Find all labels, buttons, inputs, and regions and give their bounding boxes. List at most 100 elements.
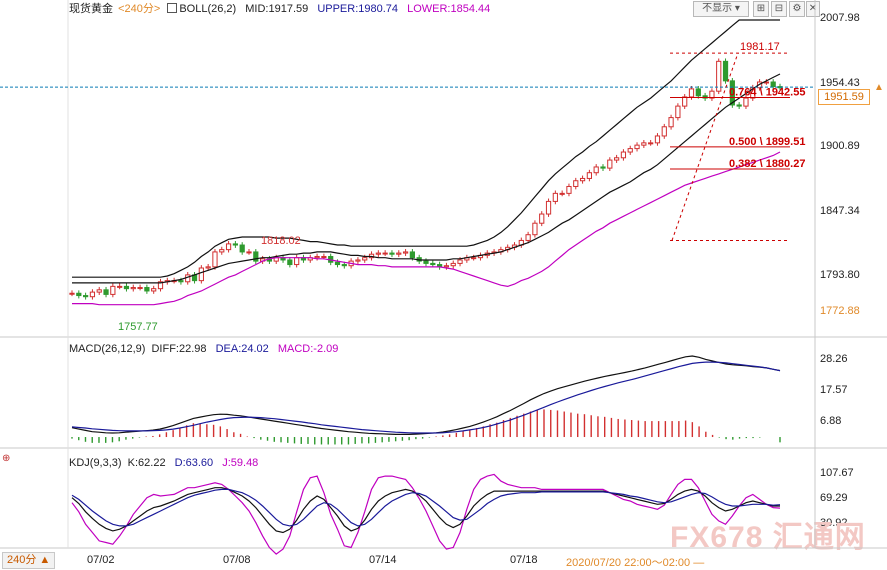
- macd-panel: [71, 355, 781, 445]
- candle-body: [76, 292, 82, 297]
- macd-axis-tick: 6.88: [820, 415, 842, 427]
- kdj-j-line: [71, 473, 781, 555]
- candle-body: [614, 157, 620, 161]
- grid-icon[interactable]: ⊞: [753, 1, 769, 17]
- candle-body: [83, 295, 89, 298]
- candle-body: [457, 259, 463, 264]
- fib-level-label: 0.764 \ 1942.55: [729, 86, 805, 98]
- candle-body: [198, 267, 204, 282]
- low-price-label: 1757.77: [118, 321, 158, 333]
- grid-layer: [0, 0, 887, 549]
- date-label: 07/08: [223, 554, 251, 566]
- fib-level-label: 0.500 \ 1899.51: [729, 136, 805, 148]
- settings-icon[interactable]: ⚙: [789, 1, 805, 17]
- main-axis-tick: 1900.89: [820, 140, 860, 152]
- current-price-tag: 1951.59: [818, 89, 870, 105]
- candle-body: [620, 151, 627, 159]
- lower-value: LOWER:1854.44: [407, 3, 491, 15]
- kdj-panel: [71, 473, 781, 555]
- candle-body: [450, 262, 456, 267]
- candle-body: [239, 244, 245, 253]
- kdj-k-line: [71, 487, 780, 534]
- annotation-layer: 1981.17 1757.77 1818.02 0.764 \ 1942.55 0.50…: [118, 41, 805, 333]
- crosshair-icon[interactable]: ⊕: [2, 453, 11, 464]
- candle-body: [743, 97, 749, 107]
- split-icon[interactable]: ⊟: [771, 1, 787, 17]
- hide-dropdown[interactable]: 不显示 ▾: [693, 1, 749, 17]
- hide-dropdown-label: 不显示: [702, 3, 733, 14]
- bottom-bar: 240分 ▲ 07/02 07/08 07/14 07/18 2020/07/2…: [0, 550, 887, 570]
- kdj-k-value: K:62.22: [127, 457, 166, 469]
- candle-body: [471, 257, 477, 260]
- candle-body: [716, 60, 722, 92]
- candle-body: [552, 192, 558, 202]
- candle-body: [559, 192, 565, 195]
- candle-body: [382, 252, 388, 255]
- candle-body: [532, 222, 538, 236]
- candle-body: [586, 172, 592, 179]
- date-label: 07/14: [369, 554, 397, 566]
- candle-body: [607, 159, 613, 169]
- kdj-axis-tick: 107.67: [820, 467, 854, 479]
- boll-label: BOLL(26,2): [179, 3, 237, 15]
- candle-body: [545, 200, 552, 215]
- timeframe-selector[interactable]: 240分 ▲: [2, 552, 56, 569]
- axis-min-label: 1772.88: [820, 305, 860, 317]
- candle-body: [702, 95, 708, 99]
- mid-value: MID:1917.59: [245, 3, 309, 15]
- macd-legend: MACD(26,12,9) DIFF:22.98 DEA:24.02 MACD:…: [69, 340, 344, 358]
- close-icon[interactable]: ✕: [806, 1, 820, 17]
- macd-hist-value: MACD:-2.09: [277, 343, 339, 355]
- candle-body: [770, 81, 776, 88]
- date-label: 07/18: [510, 554, 538, 566]
- candle-body: [110, 285, 116, 295]
- candle-body: [600, 166, 606, 169]
- candle-body: [641, 142, 647, 146]
- candle-body: [355, 259, 361, 262]
- kdj-axis-tick: 30.92: [820, 517, 848, 529]
- chevron-down-icon: ▾: [734, 3, 740, 14]
- crosshair-timestamp: 2020/07/20 22:00～02:00 —: [566, 557, 705, 569]
- kdj-d-value: D:63.60: [174, 457, 214, 469]
- candle-body: [682, 96, 688, 107]
- candle-body: [287, 259, 293, 266]
- candle-body: [396, 252, 402, 255]
- candle-body: [232, 243, 238, 246]
- candle-body: [96, 289, 102, 293]
- candle-body: [117, 285, 123, 288]
- candle-body: [634, 144, 640, 150]
- macd-dea-value: DEA:24.02: [215, 343, 269, 355]
- current-price-label: 1951.59: [824, 91, 864, 103]
- candle-body: [736, 104, 742, 107]
- main-legend: 现货黄金 <240分> BOLL(26,2) MID:1917.59 UPPER…: [69, 0, 496, 18]
- date-label: 07/02: [87, 554, 115, 566]
- main-axis-tick: 1793.80: [820, 269, 860, 281]
- kdj-j-value: J:59.48: [222, 457, 259, 469]
- candle-body: [688, 88, 695, 98]
- price-arrow-icon: ▲: [874, 82, 884, 93]
- candle-body: [525, 234, 531, 241]
- kdj-legend: KDJ(9,3,3) K:62.22 D:63.60 J:59.48: [69, 454, 264, 472]
- candle-body: [668, 117, 674, 128]
- candle-body: [144, 287, 150, 292]
- candle-body: [593, 166, 599, 174]
- candle-body: [675, 105, 681, 119]
- candle-body: [137, 287, 143, 290]
- fib-level-label: 0.382 \ 1880.27: [729, 158, 805, 170]
- candle-body: [89, 291, 96, 298]
- kdj-label: KDJ(9,3,3): [69, 457, 122, 469]
- macd-axis-tick: 28.26: [820, 353, 848, 365]
- candle-body: [648, 142, 654, 145]
- candle-body: [654, 135, 661, 144]
- boll-upper-line: [72, 19, 780, 278]
- candle-body: [219, 249, 225, 253]
- candle-body: [321, 256, 327, 259]
- candle-body: [130, 287, 136, 290]
- period-label[interactable]: <240分>: [118, 3, 161, 15]
- candle-body: [389, 252, 395, 255]
- high-price-label: 1981.17: [740, 41, 780, 53]
- candle-body: [573, 180, 579, 187]
- candle-body: [185, 274, 191, 283]
- candle-body: [205, 266, 211, 269]
